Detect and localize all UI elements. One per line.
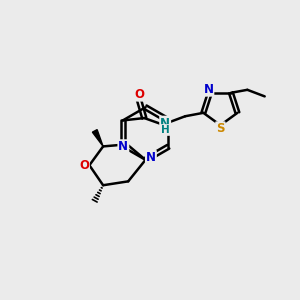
Text: N: N (203, 83, 213, 96)
Text: O: O (134, 88, 144, 101)
Text: N: N (160, 117, 170, 130)
Text: O: O (79, 159, 89, 172)
Text: S: S (216, 122, 225, 135)
Polygon shape (92, 130, 103, 146)
Text: N: N (146, 151, 156, 164)
Text: N: N (118, 140, 128, 153)
Text: H: H (161, 125, 170, 135)
